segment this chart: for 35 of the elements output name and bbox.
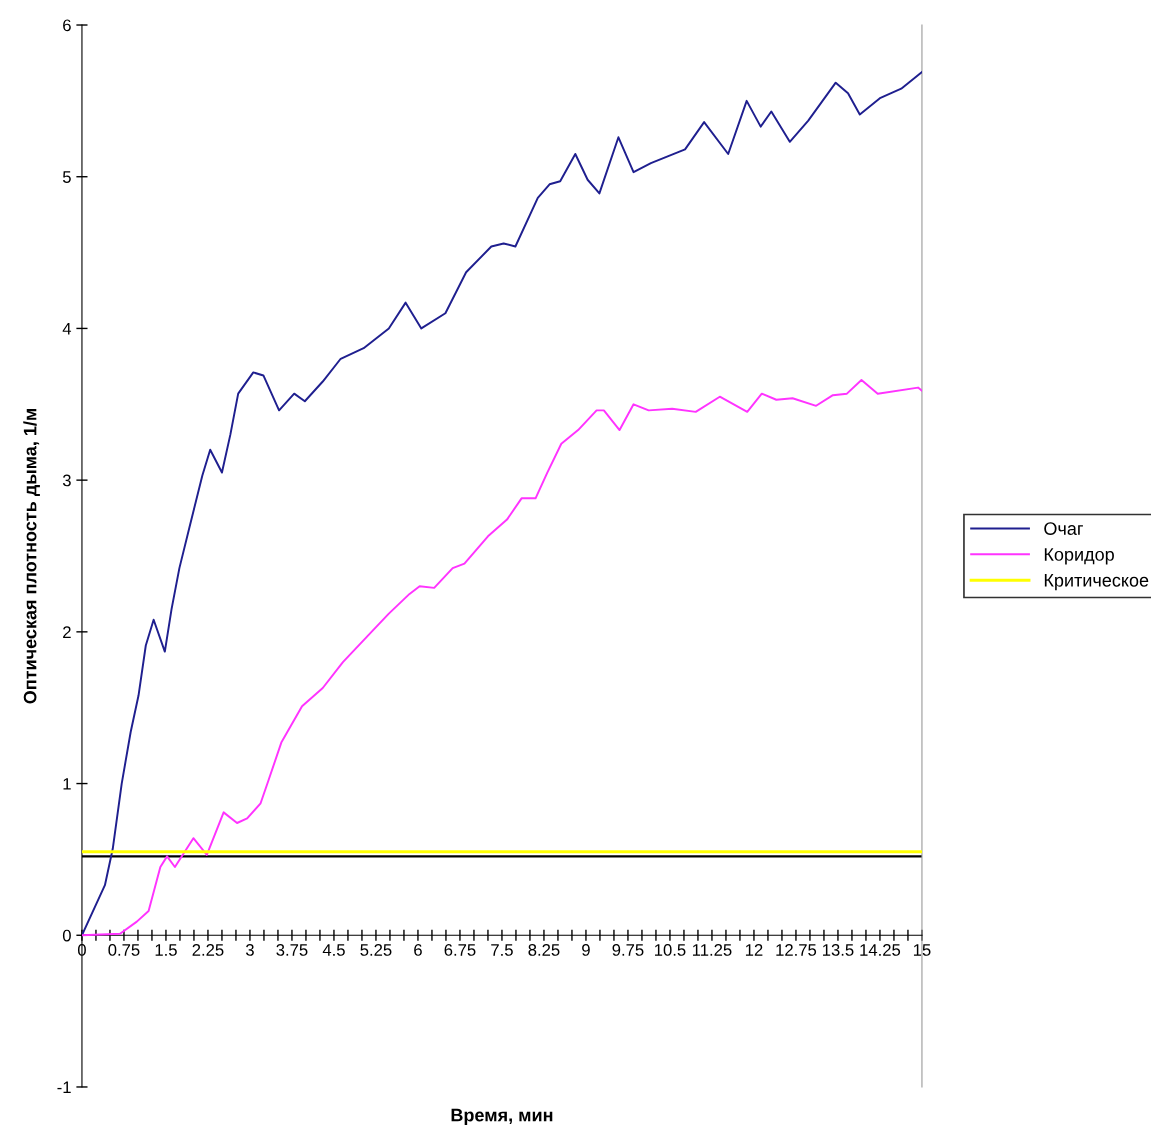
y-tick-label: 6 [63,19,71,32]
x-tick-label: 6.75 [444,944,476,956]
x-tick-label: 9 [582,944,590,956]
x-tick-label: 10.5 [655,944,686,956]
y-tick-label: 2 [63,626,71,638]
y-tick-label: 3 [62,474,71,487]
x-tick-label: 12.75 [776,944,817,956]
x-tick-label: 3 [245,944,254,956]
x-axis-title: Время, мин [451,1108,553,1126]
y-tick-label: 1 [63,778,71,790]
y-tick-label: 0 [62,929,71,942]
x-tick-label: 1.5 [155,944,177,956]
x-tick-label: 8.25 [528,944,560,956]
x-tick-label: 0.75 [108,944,140,956]
legend-label: Коридор [1044,548,1114,565]
line-series [81,71,922,937]
x-tick-label: 13.5 [823,944,854,956]
x-tick-label: 14.25 [860,944,901,956]
x-tick-label: 2.25 [192,944,224,956]
x-tick-label: 3.75 [276,944,308,956]
legend-label: Очаг [1044,522,1083,535]
x-tick-label: 7.5 [491,944,513,956]
x-tick-label: 5.25 [360,944,392,956]
y-tick-label: 5 [62,171,71,183]
y-tick-label: -1 [57,1081,71,1094]
x-tick-label: 9.75 [612,944,644,956]
x-tick-label: 4.5 [322,944,345,956]
y-axis-title: Оптическая плотность дыма, 1/м [23,408,40,704]
line-series [81,379,922,937]
x-tick-label: 11.25 [692,944,732,956]
x-tick-label: 6 [414,944,422,956]
legend-label: Критическое [1044,574,1149,591]
x-tick-label: 12 [745,944,763,956]
x-tick-label: 15 [913,944,931,956]
y-tick-label: 4 [62,323,72,335]
